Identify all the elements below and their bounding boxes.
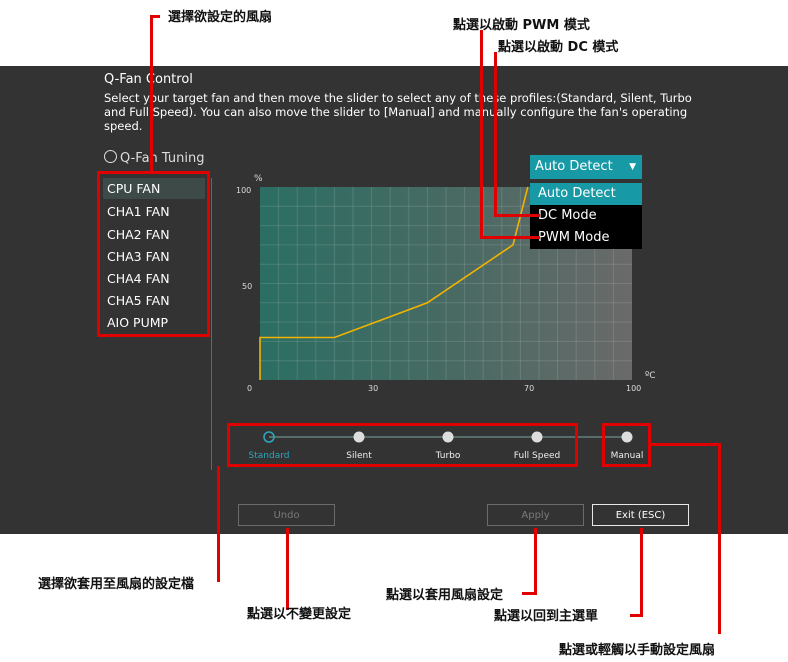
profile-point-turbo[interactable] bbox=[442, 431, 454, 443]
callout-profile: 選擇欲套用至風扇的設定檔 bbox=[38, 577, 195, 592]
profile-label-turbo[interactable]: Turbo bbox=[435, 451, 461, 461]
connector-apply-h bbox=[522, 592, 537, 595]
callout-select-fan: 選擇欲設定的風扇 bbox=[168, 10, 273, 25]
connector-apply bbox=[534, 528, 537, 595]
mode-dropdown-value: Auto Detect bbox=[535, 159, 613, 174]
fan-list-highlight bbox=[97, 171, 210, 337]
fan-item-aio-pump[interactable]: AIO PUMP bbox=[107, 315, 169, 330]
profile-highlight bbox=[227, 423, 578, 467]
chevron-down-icon: ▼ bbox=[629, 162, 636, 172]
connector-dc-h bbox=[494, 214, 540, 217]
connector-exit bbox=[640, 528, 643, 617]
profile-point-standard[interactable] bbox=[263, 431, 275, 443]
mode-dropdown[interactable]: Auto Detect ▼ bbox=[530, 155, 642, 179]
x-tick-100: 100 bbox=[626, 384, 642, 393]
callout-exit: 點選以回到主選單 bbox=[494, 609, 599, 624]
mode-dropdown-list: Auto Detect DC Mode PWM Mode bbox=[530, 183, 642, 249]
fan-item-cha2[interactable]: CHA2 FAN bbox=[107, 227, 170, 242]
fan-curve-line[interactable] bbox=[259, 186, 529, 380]
profile-label-full-speed[interactable]: Full Speed bbox=[513, 451, 561, 461]
profile-label-silent[interactable]: Silent bbox=[346, 451, 372, 461]
undo-button[interactable]: Undo bbox=[238, 504, 335, 526]
callout-pwm-mode: 點選以啟動 PWM 模式 bbox=[453, 18, 590, 33]
mode-option-dc[interactable]: DC Mode bbox=[538, 208, 597, 223]
fan-icon bbox=[104, 150, 117, 163]
fan-item-cha4[interactable]: CHA4 FAN bbox=[107, 271, 170, 286]
fan-list-divider bbox=[211, 178, 212, 470]
connector-exit-h bbox=[630, 614, 643, 617]
x-tick-30: 30 bbox=[368, 384, 379, 393]
connector-manual-h bbox=[651, 443, 721, 446]
fan-item-cha5[interactable]: CHA5 FAN bbox=[107, 293, 170, 308]
x-tick-70: 70 bbox=[524, 384, 535, 393]
callout-apply: 點選以套用風扇設定 bbox=[386, 588, 504, 603]
apply-button[interactable]: Apply bbox=[487, 504, 584, 526]
connector-profile bbox=[217, 466, 220, 582]
callout-undo: 點選以不變更設定 bbox=[247, 607, 352, 622]
profile-point-manual[interactable] bbox=[621, 431, 633, 443]
connector-select-fan bbox=[150, 15, 153, 173]
connector-pwm bbox=[480, 30, 483, 239]
connector-dc bbox=[494, 52, 497, 217]
qfan-tuning-heading: Q-Fan Tuning bbox=[104, 150, 204, 166]
fan-item-cpu[interactable]: CPU FAN bbox=[103, 178, 205, 199]
connector-select-fan-tick bbox=[150, 15, 160, 18]
profile-point-full-speed[interactable] bbox=[531, 431, 543, 443]
x-unit-label: ºC bbox=[645, 371, 656, 381]
fan-item-cha1[interactable]: CHA1 FAN bbox=[107, 204, 170, 219]
manual-highlight bbox=[602, 423, 651, 467]
y-tick-100: 100 bbox=[236, 186, 252, 195]
x-tick-0: 0 bbox=[247, 384, 253, 393]
callout-manual: 點選或輕觸以手動設定風扇 bbox=[559, 643, 716, 658]
connector-manual bbox=[718, 443, 721, 634]
page-description: Select your target fan and then move the… bbox=[104, 91, 692, 133]
mode-option-auto-detect[interactable]: Auto Detect bbox=[530, 183, 642, 205]
fan-item-cha3[interactable]: CHA3 FAN bbox=[107, 249, 170, 264]
profile-point-silent[interactable] bbox=[353, 431, 365, 443]
connector-pwm-h bbox=[480, 236, 540, 239]
page-title: Q-Fan Control bbox=[104, 72, 193, 87]
qfan-tuning-label: Q-Fan Tuning bbox=[120, 151, 205, 166]
profile-label-standard[interactable]: Standard bbox=[248, 451, 290, 461]
exit-button[interactable]: Exit (ESC) bbox=[592, 504, 689, 526]
profile-label-manual[interactable]: Manual bbox=[610, 451, 644, 461]
y-tick-50: 50 bbox=[242, 282, 253, 291]
callout-dc-mode: 點選以啟動 DC 模式 bbox=[498, 40, 619, 55]
mode-option-pwm[interactable]: PWM Mode bbox=[538, 230, 610, 245]
connector-undo bbox=[286, 528, 289, 610]
y-unit-label: % bbox=[254, 174, 263, 184]
